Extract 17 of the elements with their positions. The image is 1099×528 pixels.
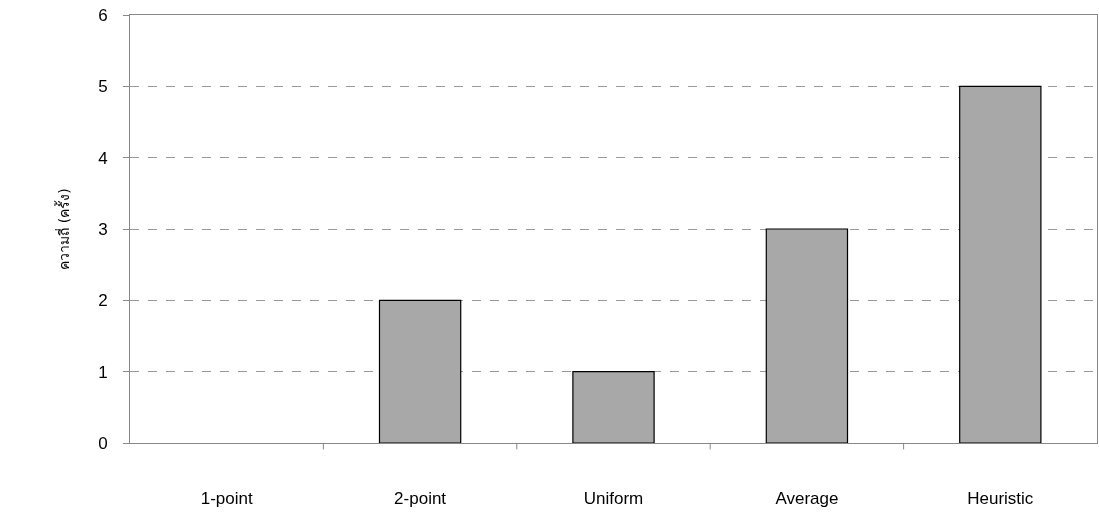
y-axis-title: ความถี่ (ครั้ง): [53, 188, 72, 270]
x-tick-label: Heuristic: [967, 489, 1034, 509]
y-tick-label: 2: [98, 291, 108, 311]
bar: [378, 299, 462, 443]
y-tick-label: 4: [98, 148, 108, 168]
y-tick-label: 1: [98, 362, 108, 382]
y-tick-label: 5: [98, 77, 108, 97]
x-tick-label: 2-point: [394, 489, 447, 509]
y-tick-label: 0: [98, 433, 108, 453]
bar: [572, 371, 655, 443]
x-tick-label: 1-point: [200, 489, 253, 509]
y-tick-label: 6: [98, 5, 108, 25]
bar: [765, 228, 849, 443]
bar: [959, 85, 1042, 443]
x-tick-label: Average: [775, 489, 839, 509]
x-tick-label: Uniform: [583, 489, 644, 509]
y-tick-label: 3: [98, 219, 108, 239]
